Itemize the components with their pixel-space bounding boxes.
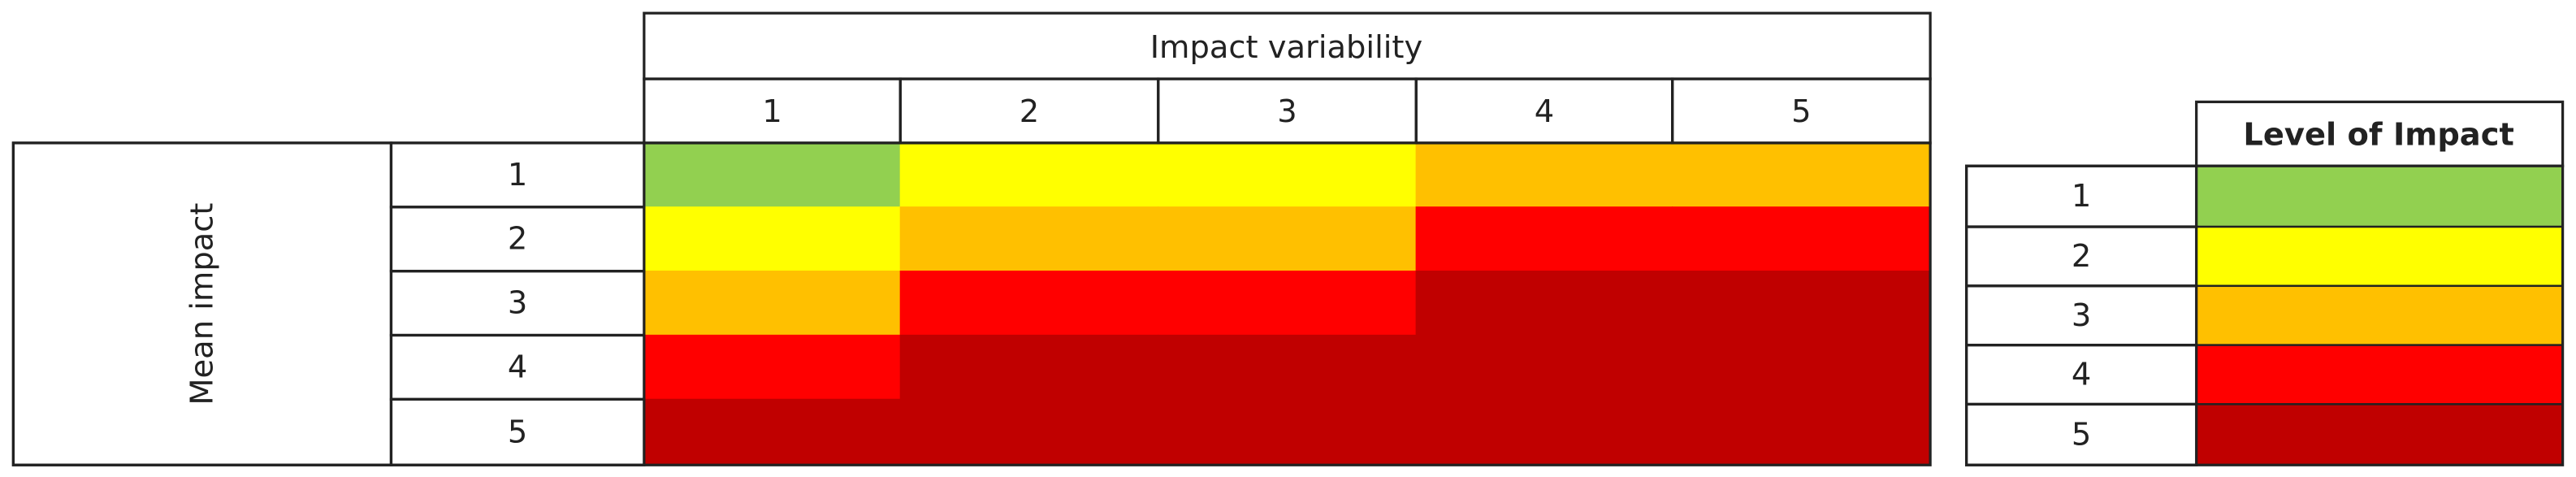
matrix-cell	[1672, 398, 1931, 466]
matrix-cell	[1158, 206, 1417, 272]
legend-swatch	[2195, 225, 2564, 288]
column-header: 1	[762, 93, 781, 130]
legend-title: Level of Impact	[2243, 116, 2513, 153]
legend-swatch	[2195, 165, 2564, 228]
row-label: 1	[508, 157, 527, 193]
legend-swatch	[2195, 403, 2564, 466]
matrix-cell	[643, 398, 901, 466]
legend-swatch	[2195, 344, 2564, 405]
column-header: 4	[1535, 93, 1554, 130]
row-label: 4	[508, 349, 527, 385]
matrix-cell	[1158, 334, 1417, 400]
header-title: Impact variability	[1150, 29, 1422, 66]
legend-label: 3	[2072, 297, 2091, 334]
matrix-cell	[1415, 334, 1673, 400]
row-label: 5	[508, 414, 527, 450]
legend-label: 5	[2072, 416, 2091, 453]
matrix-cell	[899, 398, 1159, 466]
matrix-cell	[643, 334, 901, 400]
matrix-cell	[643, 206, 901, 272]
matrix-cell	[1672, 271, 1931, 336]
matrix-cell	[1672, 206, 1931, 272]
matrix-cell	[1672, 334, 1931, 400]
matrix-cell	[643, 271, 901, 336]
column-header: 5	[1791, 93, 1811, 130]
matrix-cell	[1672, 142, 1931, 208]
row-label: 2	[508, 221, 527, 258]
matrix-cell	[643, 142, 901, 208]
legend-label: 1	[2072, 178, 2091, 215]
matrix-cell	[899, 271, 1159, 336]
matrix-cell	[899, 206, 1159, 272]
matrix-cell	[1158, 271, 1417, 336]
row-label-cell	[389, 397, 646, 466]
legend-label: 4	[2072, 357, 2091, 393]
matrix-cell	[1415, 206, 1673, 272]
row-title: Mean impact	[184, 203, 220, 405]
row-label: 3	[508, 285, 527, 322]
matrix-cell	[899, 142, 1159, 208]
matrix-cell	[1158, 142, 1417, 208]
matrix-cell	[899, 334, 1159, 400]
legend-frame	[1964, 164, 2565, 466]
matrix-cell	[1415, 142, 1673, 208]
matrix-cell	[1158, 398, 1417, 466]
legend-label: 2	[2072, 238, 2091, 275]
legend-swatch	[2195, 284, 2564, 346]
column-header: 2	[1020, 93, 1039, 130]
matrix-cell	[1415, 271, 1673, 336]
matrix-cell	[1415, 398, 1673, 466]
column-header: 3	[1277, 93, 1297, 130]
